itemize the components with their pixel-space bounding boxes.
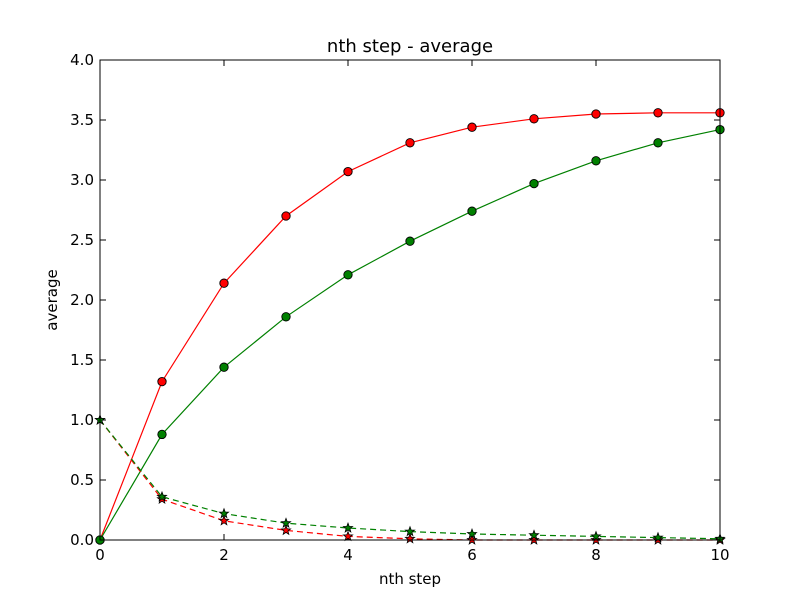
series-4-point (590, 530, 602, 542)
x-tick-label: 8 (591, 546, 601, 564)
series-1-point (281, 211, 291, 221)
series-2-point (219, 362, 229, 372)
series-2-point (405, 236, 415, 246)
series-4-point (528, 529, 540, 541)
series-1-point (529, 114, 539, 124)
series-3-point (342, 530, 354, 542)
y-tick-label: 4.0 (70, 51, 94, 69)
x-tick-label: 2 (219, 546, 229, 564)
axis-ticks: 0 2 4 6 8 10 0.0 0.5 1.0 1.5 2.0 2.5 3.0 3.5 4.0 (70, 51, 729, 564)
y-tick-label: 0.5 (70, 471, 94, 489)
series-2-point (653, 138, 663, 148)
series-4-point (280, 517, 292, 529)
x-tick-label: 0 (95, 546, 105, 564)
series-3-point (218, 514, 230, 526)
y-tick-label: 1.5 (70, 351, 94, 369)
series-2-line (99, 129, 721, 541)
y-tick-label: 2.0 (70, 291, 94, 309)
series-2-point (467, 206, 477, 216)
series-4-point (404, 525, 416, 537)
series-4-point (342, 522, 354, 533)
series-1-point (405, 138, 415, 148)
plot-frame (99, 59, 721, 541)
x-axis-label: nth step (379, 570, 441, 588)
series-1-point (653, 108, 663, 118)
x-tick-label: 6 (467, 546, 477, 564)
series-4-point (466, 528, 478, 539)
y-tick-label: 1.0 (70, 411, 94, 429)
chart-title: nth step - average (327, 36, 493, 57)
series-2-point (343, 270, 353, 280)
y-tick-label: 2.5 (70, 231, 94, 249)
series-2-point (591, 156, 601, 166)
series-4-point (218, 507, 230, 519)
series-4-point (156, 490, 168, 502)
series-3-line (99, 419, 720, 541)
y-axis-label: average (43, 269, 61, 330)
series-1-point (157, 376, 167, 387)
series-2-point (529, 178, 539, 189)
y-tick-label: 0.0 (70, 531, 94, 549)
series-3-point (280, 524, 292, 536)
y-tick-label: 3.0 (70, 171, 94, 189)
y-tick-label: 3.5 (70, 111, 94, 129)
series-1-point (591, 109, 601, 119)
series-1-point (343, 166, 353, 177)
series-1-point (467, 122, 477, 132)
series-1-line (99, 112, 720, 541)
x-tick-label: 10 (710, 546, 729, 564)
plot-data (94, 108, 726, 545)
series-1-point (219, 278, 229, 288)
series-4-line (99, 419, 721, 540)
series-2-point (281, 312, 291, 322)
series-3-point (404, 532, 416, 544)
x-tick-label: 4 (343, 546, 353, 564)
series-2-point (157, 429, 167, 440)
